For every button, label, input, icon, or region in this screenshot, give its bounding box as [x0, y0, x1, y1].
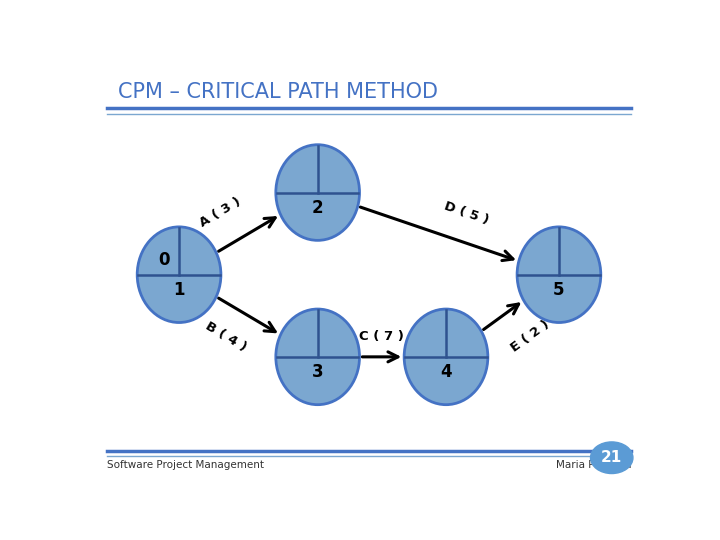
Text: D ( 5 ): D ( 5 )	[442, 199, 490, 226]
Circle shape	[590, 442, 633, 474]
Text: A ( 3 ): A ( 3 )	[197, 195, 243, 230]
Ellipse shape	[276, 145, 359, 240]
Text: 5: 5	[553, 281, 564, 299]
Ellipse shape	[138, 227, 221, 322]
Ellipse shape	[276, 309, 359, 404]
Text: B ( 4 ): B ( 4 )	[203, 319, 249, 354]
Ellipse shape	[517, 227, 600, 322]
Text: 3: 3	[312, 363, 323, 381]
Text: 4: 4	[440, 363, 452, 381]
Text: CPM – CRITICAL PATH METHOD: CPM – CRITICAL PATH METHOD	[118, 82, 438, 102]
Text: Maria Petridou: Maria Petridou	[556, 460, 631, 470]
Ellipse shape	[404, 309, 488, 404]
Text: Software Project Management: Software Project Management	[107, 460, 264, 470]
Text: 21: 21	[601, 450, 622, 465]
Text: 2: 2	[312, 199, 323, 217]
Text: C ( 7 ): C ( 7 )	[359, 329, 404, 342]
Text: 0: 0	[158, 251, 170, 269]
Text: 1: 1	[174, 281, 185, 299]
Text: E ( 2 ): E ( 2 )	[508, 318, 552, 355]
